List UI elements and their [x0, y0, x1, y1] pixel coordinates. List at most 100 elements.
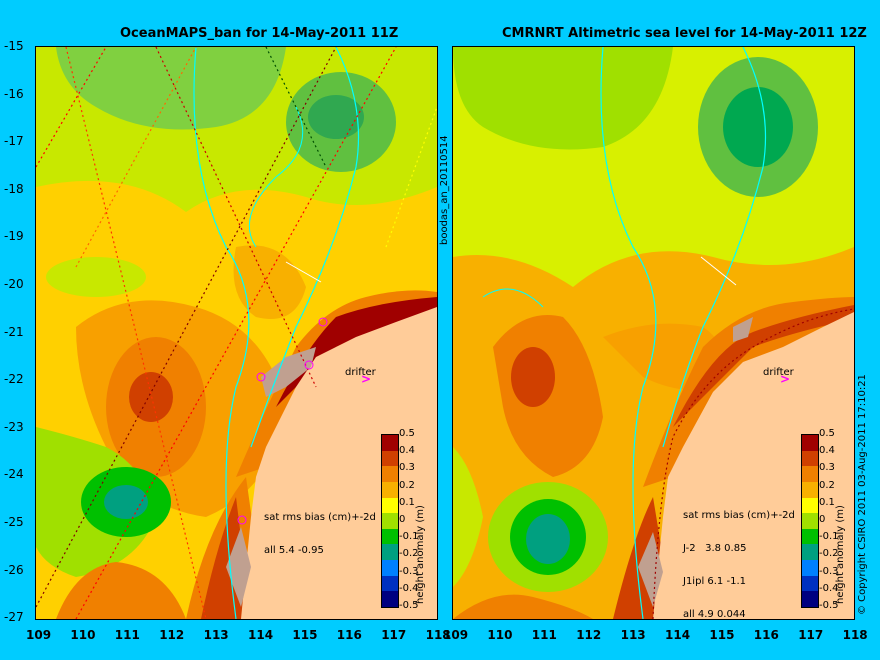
x-tick-label: 115	[292, 628, 318, 642]
right-drifter-arrow-icon: >	[780, 372, 791, 386]
x-tick-label: 112	[576, 628, 602, 642]
colorbar-swatch	[802, 497, 818, 514]
y-tick-label: -25	[4, 515, 24, 529]
colorbar-swatch	[802, 513, 818, 529]
colorbar-tick-label: -0.3	[819, 565, 839, 577]
colorbar-swatch	[382, 450, 398, 467]
x-tick-label: 118	[842, 628, 868, 642]
x-tick-label: 109	[26, 628, 52, 642]
left-drifter-arrow-icon: >	[361, 372, 372, 386]
x-tick-label: 115	[709, 628, 735, 642]
colorbar-tick-label: -0.1	[399, 531, 419, 543]
y-tick-label: -20	[4, 277, 24, 291]
colorbar-tick-label: 0.5	[819, 428, 835, 439]
colorbar-swatch	[382, 575, 398, 592]
x-tick-label: 117	[798, 628, 824, 642]
colorbar-tick-label: 0.2	[819, 479, 835, 491]
colorbar-swatch	[802, 560, 818, 576]
y-tick-label: -21	[4, 324, 24, 339]
colorbar-swatch	[802, 544, 818, 560]
colorbar-tick-label: 0.2	[399, 479, 415, 491]
colorbar-swatch	[382, 481, 398, 498]
left-drifter-label: drifter	[345, 367, 376, 378]
colorbar-swatch	[382, 544, 398, 560]
x-tick-label: 111	[531, 628, 557, 642]
colorbar-tick-label: 0.1	[819, 496, 835, 508]
colorbar-swatch	[802, 575, 818, 592]
x-tick-label: 118	[425, 628, 451, 642]
right-map	[452, 46, 855, 620]
right-colorbar-label: height anomaly (m)	[835, 505, 846, 604]
colorbar-tick-label: 0	[399, 514, 406, 525]
y-tick-label: -19	[4, 229, 24, 244]
right-drifter-label: drifter	[763, 367, 794, 378]
right-map-title: CMRNRT Altimetric sea level for 14-May-2…	[502, 26, 867, 41]
y-tick-label: -22	[4, 372, 24, 387]
colorbar-tick-label: 0.5	[399, 428, 415, 439]
y-tick-label: -15	[4, 39, 24, 53]
colorbar-tick-label: 0.4	[819, 445, 835, 457]
left-colorbar	[381, 434, 399, 608]
left-map	[35, 46, 438, 620]
x-tick-label: 114	[665, 628, 691, 642]
colorbar-tick-label: -0.2	[819, 548, 839, 560]
colorbar-swatch	[802, 528, 818, 545]
right-stats-line: sat rms bias (cm)+-2d	[683, 510, 795, 521]
colorbar-tick-label: 0.1	[399, 496, 415, 508]
left-stats-line: all 5.4 -0.95	[264, 545, 324, 556]
colorbar-tick-label: -0.5	[819, 600, 839, 611]
y-tick-label: -26	[4, 562, 24, 577]
colorbar-tick-label: -0.3	[399, 565, 419, 577]
colorbar-tick-label: 0.3	[819, 462, 835, 474]
colorbar-swatch	[382, 435, 398, 451]
right-stats: sat rms bias (cm)+-2d J-2 3.8 0.85 J1ipl…	[683, 488, 795, 631]
copyright-label: © Copyright CSIRO 2011 03-Aug-2011 17:10…	[857, 374, 868, 615]
colorbar-swatch	[382, 497, 398, 514]
colorbar-swatch	[382, 513, 398, 529]
left-stats-line: sat rms bias (cm)+-2d	[264, 512, 376, 523]
x-tick-label: 112	[159, 628, 185, 642]
y-tick-label: -16	[4, 86, 24, 101]
x-tick-label: 110	[70, 628, 96, 642]
colorbar-tick-label: 0	[819, 514, 826, 525]
colorbar-swatch	[802, 450, 818, 467]
right-drifter-text: drifter	[763, 367, 794, 378]
run-id-label: boodas_an_20110514	[439, 135, 450, 245]
x-tick-label: 111	[114, 628, 140, 642]
right-stats-line: J-2 3.8 0.85	[683, 543, 747, 554]
y-tick-label: -27	[4, 610, 24, 625]
x-tick-label: 110	[487, 628, 513, 642]
y-tick-label: -17	[4, 134, 24, 149]
y-tick-label: -18	[4, 181, 24, 196]
x-tick-label: 113	[620, 628, 646, 642]
left-colorbar-label: height anomaly (m)	[415, 505, 426, 604]
right-stats-line: J1ipl 6.1 -1.1	[683, 576, 746, 587]
colorbar-tick-label: -0.2	[399, 548, 419, 560]
x-tick-label: 114	[248, 628, 274, 642]
colorbar-tick-label: 0.4	[399, 445, 415, 457]
colorbar-tick-label: -0.5	[399, 600, 419, 611]
colorbar-swatch	[802, 466, 818, 482]
right-stats-line: all 4.9 0.044	[683, 609, 746, 620]
colorbar-swatch	[382, 466, 398, 482]
colorbar-tick-label: 0.3	[399, 462, 415, 474]
colorbar-tick-label: -0.1	[819, 531, 839, 543]
colorbar-swatch	[382, 560, 398, 576]
right-colorbar	[801, 434, 819, 608]
colorbar-swatch	[382, 591, 398, 607]
x-tick-label: 116	[336, 628, 362, 642]
left-drifter-text: drifter	[345, 367, 376, 378]
colorbar-swatch	[382, 528, 398, 545]
colorbar-swatch	[802, 481, 818, 498]
y-tick-label: -23	[4, 419, 24, 434]
y-tick-label: -24	[4, 467, 24, 482]
colorbar-tick-label: -0.4	[819, 582, 839, 594]
x-tick-label: 113	[203, 628, 229, 642]
x-tick-label: 116	[753, 628, 779, 642]
colorbar-swatch	[802, 591, 818, 607]
colorbar-tick-label: -0.4	[399, 582, 419, 594]
left-stats: sat rms bias (cm)+-2d all 5.4 -0.95	[264, 490, 376, 567]
left-map-title: OceanMAPS_ban for 14-May-2011 11Z	[120, 26, 399, 41]
x-tick-label: 117	[381, 628, 407, 642]
colorbar-swatch	[802, 435, 818, 451]
